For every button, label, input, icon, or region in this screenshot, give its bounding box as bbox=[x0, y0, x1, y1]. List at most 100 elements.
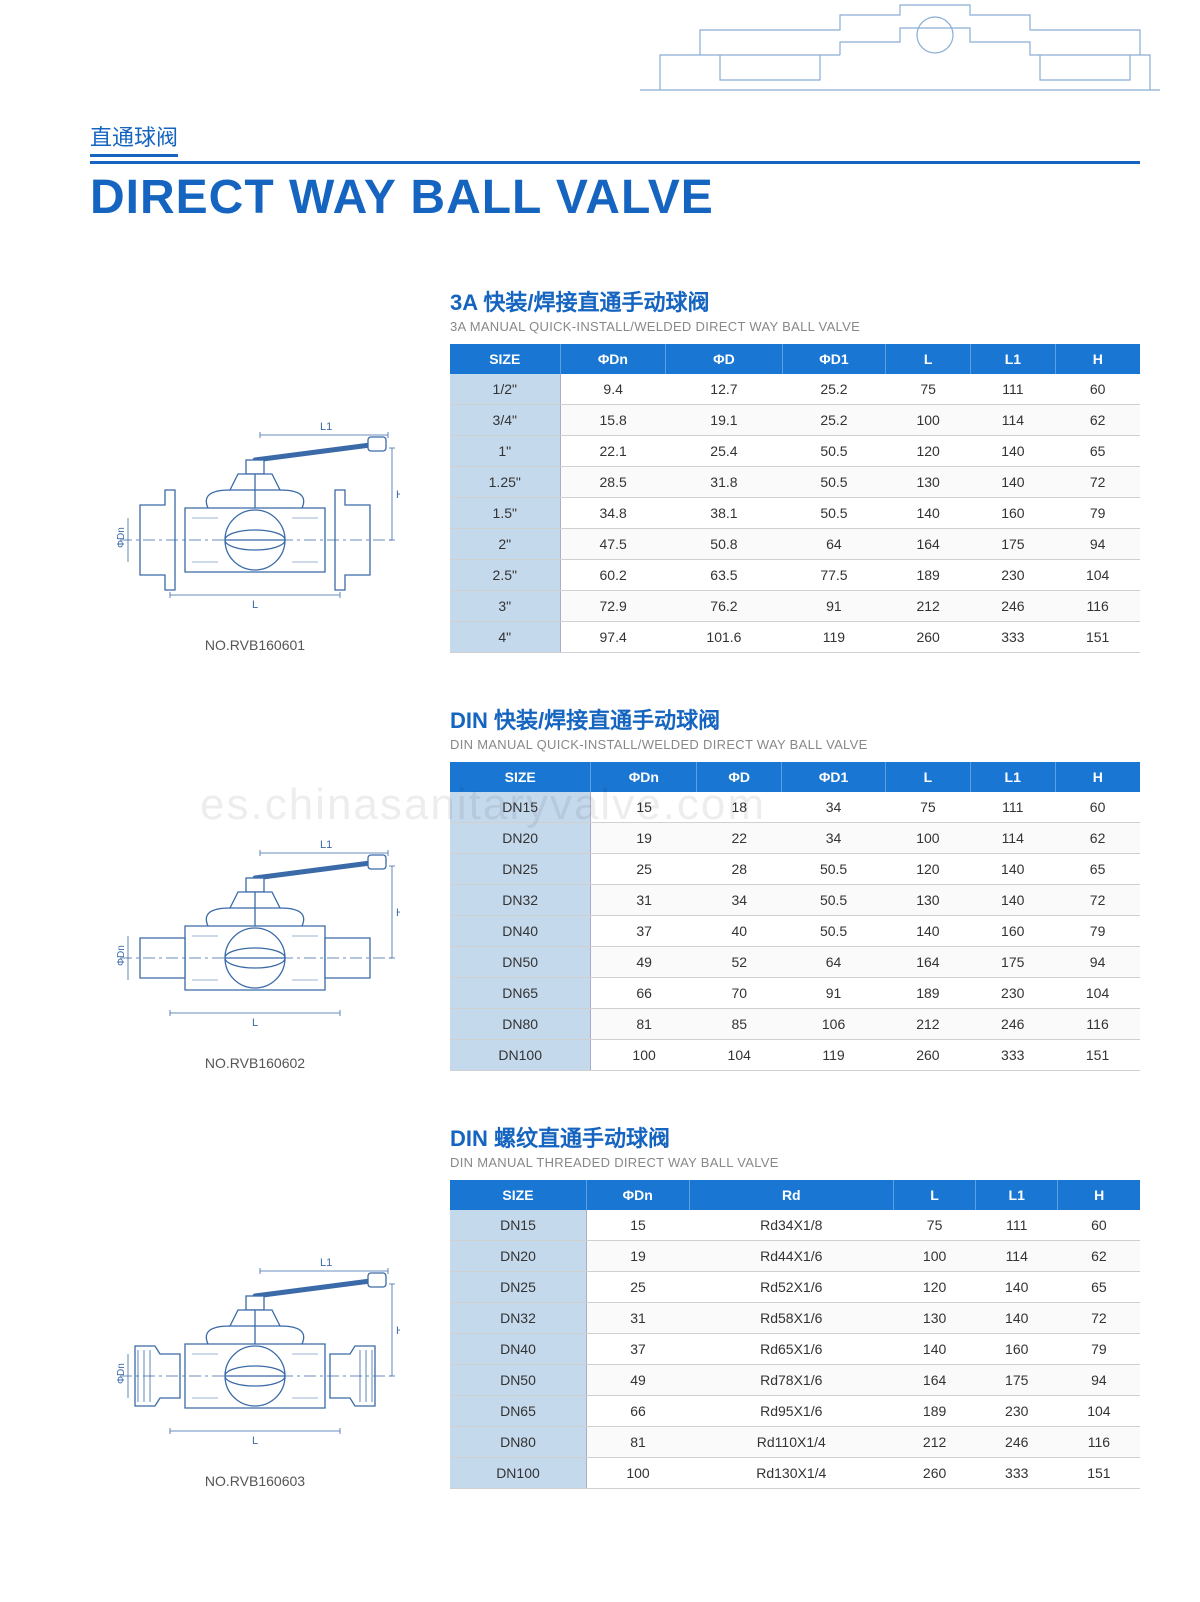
table-cell: DN32 bbox=[450, 1303, 586, 1334]
table-cell: 34 bbox=[782, 792, 886, 823]
table-column: DIN 快装/焊接直通手动球阀DIN MANUAL QUICK-INSTALL/… bbox=[450, 703, 1140, 1071]
section-title-cn: DIN 螺纹直通手动球阀 bbox=[450, 1121, 1140, 1153]
table-cell: 3/4" bbox=[450, 405, 560, 436]
table-cell: 31 bbox=[591, 885, 697, 916]
table-cell: 1.5" bbox=[450, 498, 560, 529]
table-row: DN5049526416417594 bbox=[450, 947, 1140, 978]
table-cell: 164 bbox=[885, 947, 970, 978]
table-row: DN2019Rd44X1/610011462 bbox=[450, 1241, 1140, 1272]
table-cell: DN15 bbox=[450, 792, 591, 823]
table-cell: 19 bbox=[591, 823, 697, 854]
table-cell: DN20 bbox=[450, 823, 591, 854]
table-row: 4"97.4101.6119260333151 bbox=[450, 622, 1140, 653]
table-cell: 66 bbox=[591, 978, 697, 1009]
table-cell: 15 bbox=[586, 1210, 689, 1241]
part-number: NO.RVB160601 bbox=[90, 637, 420, 653]
table-cell: 140 bbox=[971, 436, 1056, 467]
table-cell: DN50 bbox=[450, 947, 591, 978]
table-cell: DN65 bbox=[450, 1396, 586, 1427]
table-header-cell: L1 bbox=[970, 762, 1055, 792]
table-row: 1/2"9.412.725.27511160 bbox=[450, 374, 1140, 405]
table-header-cell: ΦD bbox=[697, 762, 782, 792]
table-cell: 140 bbox=[971, 467, 1056, 498]
table-row: DN8081Rd110X1/4212246116 bbox=[450, 1427, 1140, 1458]
table-cell: 130 bbox=[886, 467, 971, 498]
table-row: 3"72.976.291212246116 bbox=[450, 591, 1140, 622]
table-cell: 100 bbox=[591, 1040, 697, 1071]
table-cell: 140 bbox=[894, 1334, 976, 1365]
table-row: DN40374050.514016079 bbox=[450, 916, 1140, 947]
table-row: 1.25"28.531.850.513014072 bbox=[450, 467, 1140, 498]
table-row: DN2019223410011462 bbox=[450, 823, 1140, 854]
table-cell: 260 bbox=[885, 1040, 970, 1071]
svg-text:ΦDn: ΦDn bbox=[116, 1363, 127, 1384]
table-cell: 22.1 bbox=[560, 436, 666, 467]
table-cell: 15 bbox=[591, 792, 697, 823]
section-title-en: 3A MANUAL QUICK-INSTALL/WELDED DIRECT WA… bbox=[450, 319, 1140, 334]
spec-section: L L1 H ΦDn NO.RVB160602DIN 快装/焊接直通手动球阀DI… bbox=[90, 703, 1140, 1071]
table-cell: Rd52X1/6 bbox=[689, 1272, 893, 1303]
table-cell: 2" bbox=[450, 529, 560, 560]
table-header-cell: ΦD1 bbox=[782, 344, 886, 374]
table-row: 3/4"15.819.125.210011462 bbox=[450, 405, 1140, 436]
table-cell: 40 bbox=[697, 916, 782, 947]
table-cell: 212 bbox=[886, 591, 971, 622]
table-cell: 25 bbox=[591, 854, 697, 885]
part-number: NO.RVB160603 bbox=[90, 1473, 420, 1489]
table-cell: 164 bbox=[894, 1365, 976, 1396]
section-title-en: DIN MANUAL QUICK-INSTALL/WELDED DIRECT W… bbox=[450, 737, 1140, 752]
table-header-cell: H bbox=[1055, 762, 1140, 792]
table-cell: Rd110X1/4 bbox=[689, 1427, 893, 1458]
spec-table: SIZEΦDnΦDΦD1LL1H1/2"9.412.725.275111603/… bbox=[450, 344, 1140, 653]
table-cell: 230 bbox=[976, 1396, 1058, 1427]
table-cell: 72 bbox=[1055, 885, 1140, 916]
table-cell: 91 bbox=[782, 591, 886, 622]
table-cell: 37 bbox=[586, 1334, 689, 1365]
table-cell: 151 bbox=[1058, 1458, 1140, 1489]
table-cell: 140 bbox=[976, 1303, 1058, 1334]
table-column: 3A 快装/焊接直通手动球阀 3A MANUAL QUICK-INSTALL/WE… bbox=[450, 285, 1140, 653]
svg-text:L1: L1 bbox=[320, 1257, 332, 1269]
table-cell: 60 bbox=[1055, 374, 1140, 405]
spec-section: L L1 H ΦDn NO.RVB1606013A 快装/焊接直通手动球阀3A … bbox=[90, 285, 1140, 653]
table-row: 2"47.550.86416417594 bbox=[450, 529, 1140, 560]
table-cell: 104 bbox=[1055, 560, 1140, 591]
table-header-cell: ΦD1 bbox=[782, 762, 886, 792]
table-cell: 66 bbox=[586, 1396, 689, 1427]
table-cell: 175 bbox=[971, 529, 1056, 560]
table-row: DN5049Rd78X1/616417594 bbox=[450, 1365, 1140, 1396]
table-cell: 28 bbox=[697, 854, 782, 885]
table-cell: 62 bbox=[1058, 1241, 1140, 1272]
table-cell: 130 bbox=[885, 885, 970, 916]
table-cell: 50.5 bbox=[782, 436, 886, 467]
table-cell: 101.6 bbox=[666, 622, 782, 653]
table-cell: 114 bbox=[976, 1241, 1058, 1272]
table-cell: 333 bbox=[970, 1040, 1055, 1071]
table-cell: 31.8 bbox=[666, 467, 782, 498]
table-cell: 15.8 bbox=[560, 405, 666, 436]
table-cell: 116 bbox=[1055, 1009, 1140, 1040]
table-cell: 60.2 bbox=[560, 560, 666, 591]
table-cell: 18 bbox=[697, 792, 782, 823]
table-cell: 111 bbox=[976, 1210, 1058, 1241]
section-title-cn: 3A 快装/焊接直通手动球阀 bbox=[450, 285, 1140, 317]
table-row: DN4037Rd65X1/614016079 bbox=[450, 1334, 1140, 1365]
table-header-cell: ΦD bbox=[666, 344, 782, 374]
table-cell: 151 bbox=[1055, 1040, 1140, 1071]
table-cell: DN80 bbox=[450, 1427, 586, 1458]
spec-table: SIZEΦDnRdLL1HDN1515Rd34X1/87511160DN2019… bbox=[450, 1180, 1140, 1489]
table-cell: 70 bbox=[697, 978, 782, 1009]
diagram-column: L L1 H ΦDn NO.RVB160603 bbox=[90, 1226, 450, 1489]
table-cell: DN80 bbox=[450, 1009, 591, 1040]
svg-text:L: L bbox=[252, 599, 258, 611]
table-row: DN25252850.512014065 bbox=[450, 854, 1140, 885]
svg-text:H: H bbox=[396, 907, 400, 919]
table-cell: 4" bbox=[450, 622, 560, 653]
table-cell: 116 bbox=[1058, 1427, 1140, 1458]
table-cell: 230 bbox=[971, 560, 1056, 591]
table-cell: 31 bbox=[586, 1303, 689, 1334]
table-cell: 246 bbox=[976, 1427, 1058, 1458]
table-header-cell: L bbox=[886, 344, 971, 374]
spec-section: L L1 H ΦDn NO.RVB160603DIN 螺纹直通手动球阀DIN M… bbox=[90, 1121, 1140, 1489]
svg-text:L1: L1 bbox=[320, 839, 332, 851]
